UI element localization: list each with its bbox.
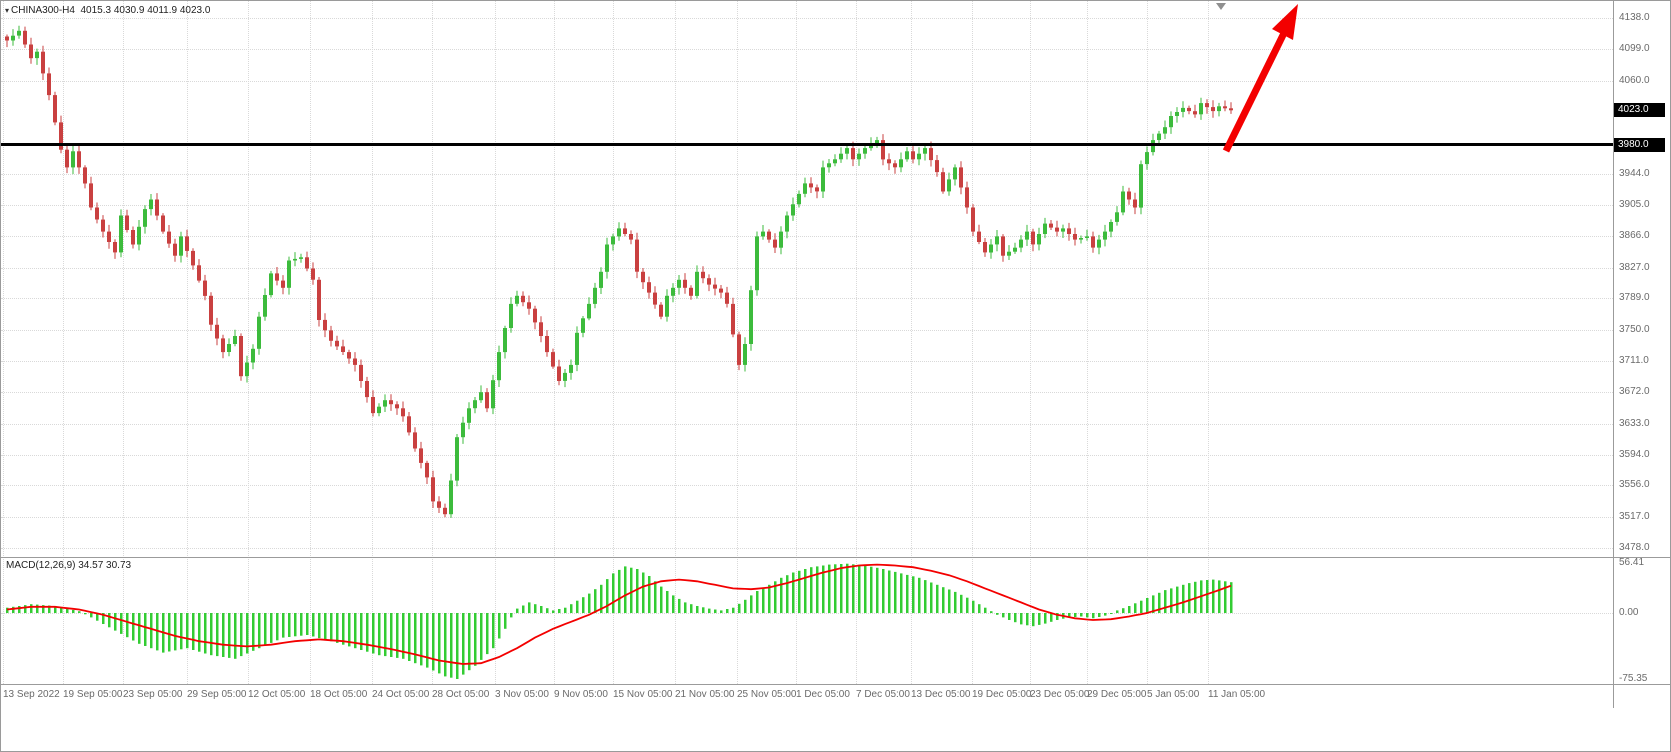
time-gridline bbox=[123, 1, 124, 684]
time-axis-label: 1 Dec 05:00 bbox=[796, 689, 850, 700]
price-axis-label: 3633.0 bbox=[1619, 417, 1650, 429]
price-axis-label: 3478.0 bbox=[1619, 542, 1650, 553]
trend-arrow[interactable] bbox=[1, 1, 1613, 708]
price-axis-label: 3866.0 bbox=[1619, 230, 1650, 242]
price-gridline bbox=[1, 49, 1613, 51]
time-gridline bbox=[613, 1, 614, 684]
price-axis-label: 3905.0 bbox=[1619, 199, 1650, 211]
time-axis-label: 23 Dec 05:00 bbox=[1030, 689, 1090, 700]
chart-shift-marker-icon[interactable] bbox=[1216, 3, 1226, 10]
time-gridline bbox=[432, 1, 433, 684]
time-axis-label: 3 Nov 05:00 bbox=[495, 689, 549, 700]
symbol-dropdown-icon[interactable]: ▾ bbox=[5, 6, 10, 15]
time-axis-label: 13 Sep 2022 bbox=[3, 689, 60, 700]
time-axis-label: 29 Dec 05:00 bbox=[1087, 689, 1147, 700]
price-axis-separator bbox=[1613, 1, 1614, 708]
symbol-ohlc-text: CHINA300-H4 4015.3 4030.9 4011.9 4023.0 bbox=[11, 5, 211, 16]
price-axis-label: 3594.0 bbox=[1619, 448, 1650, 460]
time-gridline bbox=[3, 1, 4, 684]
time-axis-label: 5 Jan 05:00 bbox=[1147, 689, 1200, 700]
price-axis-label: 3944.0 bbox=[1619, 167, 1650, 179]
price-gridline bbox=[1, 392, 1613, 394]
price-gridline bbox=[1, 236, 1613, 238]
price-gridline bbox=[1, 548, 1613, 549]
candles-layer bbox=[5, 25, 1233, 518]
price-axis-label: 3517.0 bbox=[1619, 510, 1650, 522]
time-axis-separator bbox=[1, 684, 1670, 685]
time-axis-label: 9 Nov 05:00 bbox=[554, 689, 608, 700]
time-axis-label: 7 Dec 05:00 bbox=[856, 689, 910, 700]
time-axis-label: 28 Oct 05:00 bbox=[432, 689, 490, 700]
macd-axis-label: 0.00 bbox=[1619, 607, 1639, 618]
symbol-info[interactable]: ▾ CHINA300-H4 4015.3 4030.9 4011.9 4023.… bbox=[5, 5, 210, 16]
trend-arrow-head[interactable] bbox=[1272, 4, 1298, 40]
time-gridline bbox=[972, 1, 973, 684]
price-horizontal-line[interactable] bbox=[1, 143, 1613, 147]
time-axis-label: 24 Oct 05:00 bbox=[372, 689, 430, 700]
price-gridline bbox=[1, 80, 1613, 82]
macd-indicator-label: MACD(12,26,9) 34.57 30.73 bbox=[6, 560, 132, 571]
time-gridline bbox=[248, 1, 249, 684]
price-gridline bbox=[1, 18, 1613, 19]
time-axis-label: 23 Sep 05:00 bbox=[123, 689, 183, 700]
time-gridline bbox=[372, 1, 373, 684]
time-gridline bbox=[856, 1, 857, 684]
time-axis-label: 13 Dec 05:00 bbox=[911, 689, 971, 700]
price-gridline bbox=[1, 298, 1613, 300]
price-axis-label: 3672.0 bbox=[1619, 386, 1650, 398]
price-gridline bbox=[1, 329, 1613, 331]
time-gridline bbox=[1030, 1, 1031, 684]
time-axis-label: 11 Jan 05:00 bbox=[1208, 689, 1266, 700]
time-axis-label: 19 Sep 05:00 bbox=[63, 689, 123, 700]
price-axis-label: 3711.0 bbox=[1619, 354, 1649, 366]
price-gridline bbox=[1, 516, 1613, 518]
price-tag-box: 3980.0 bbox=[1614, 137, 1665, 152]
price-axis-label: 3827.0 bbox=[1619, 261, 1650, 273]
time-gridline bbox=[911, 1, 912, 684]
time-axis-label: 29 Sep 05:00 bbox=[187, 689, 247, 700]
macd-zero-gridline bbox=[1, 613, 1613, 614]
price-axis-label: 3750.0 bbox=[1619, 323, 1650, 335]
price-axis-label: 3556.0 bbox=[1619, 479, 1650, 491]
trend-arrow-shaft[interactable] bbox=[1222, 29, 1289, 153]
price-gridline bbox=[1, 485, 1613, 487]
time-gridline bbox=[187, 1, 188, 684]
time-gridline bbox=[310, 1, 311, 684]
macd-axis-label: -75.35 bbox=[1619, 673, 1648, 685]
price-gridline bbox=[1, 454, 1613, 456]
price-gridline bbox=[1, 173, 1613, 175]
time-axis-label: 12 Oct 05:00 bbox=[248, 689, 306, 700]
price-gridline bbox=[1, 360, 1613, 362]
time-gridline bbox=[1087, 1, 1088, 684]
time-axis-label: 21 Nov 05:00 bbox=[675, 689, 735, 700]
price-gridline bbox=[1, 267, 1613, 269]
price-gridline bbox=[1, 423, 1613, 425]
time-axis-label: 19 Dec 05:00 bbox=[972, 689, 1032, 700]
time-gridline bbox=[1208, 1, 1209, 684]
price-axis-label: 3789.0 bbox=[1619, 292, 1650, 304]
time-gridline bbox=[554, 1, 555, 684]
time-gridline bbox=[63, 1, 64, 684]
time-axis-label: 25 Nov 05:00 bbox=[737, 689, 797, 700]
grid-layer bbox=[1, 1, 1613, 708]
macd-panel-separator[interactable] bbox=[1, 557, 1670, 558]
time-gridline bbox=[495, 1, 496, 684]
price-axis-label: 4099.0 bbox=[1619, 43, 1650, 55]
macd-axis-label: 56.41 bbox=[1619, 557, 1645, 569]
time-gridline bbox=[1147, 1, 1148, 684]
macd-layer bbox=[6, 563, 1233, 679]
time-gridline bbox=[796, 1, 797, 684]
time-gridline bbox=[675, 1, 676, 684]
price-axis-label: 4060.0 bbox=[1619, 74, 1650, 86]
price-axis-label: 4138.0 bbox=[1619, 12, 1650, 23]
time-axis-label: 18 Oct 05:00 bbox=[310, 689, 368, 700]
price-tag-box: 4023.0 bbox=[1614, 103, 1665, 118]
price-gridline bbox=[1, 205, 1613, 207]
time-axis-label: 15 Nov 05:00 bbox=[613, 689, 673, 700]
